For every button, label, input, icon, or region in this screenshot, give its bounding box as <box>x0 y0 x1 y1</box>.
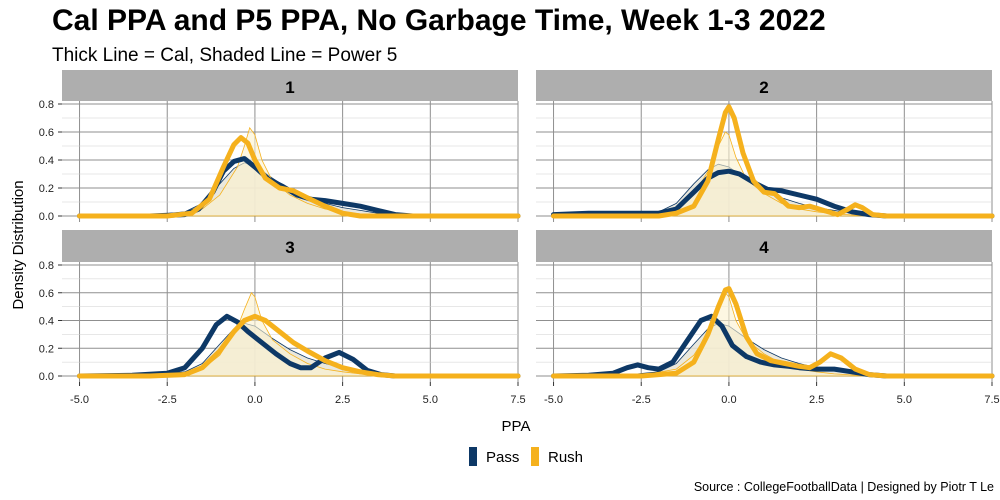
facet-strip <box>62 230 518 262</box>
cal-rush-line <box>77 135 521 219</box>
cal-rush-line <box>77 313 521 379</box>
y-tick-label: 0.6 <box>39 288 54 300</box>
x-tick-label: 0.0 <box>721 394 736 406</box>
y-tick-label: 0.4 <box>39 316 54 328</box>
facet-strip-label: 4 <box>759 238 769 257</box>
x-tick-label: 5.0 <box>897 394 912 406</box>
facet-panel-3: 3 0.0 0.2 0.4 0.6 0.8 -5.0 -2.5 0.0 2.5 5.0 7.5 <box>39 230 526 406</box>
y-tick-label: 0.2 <box>39 343 54 355</box>
chart-subtitle: Thick Line = Cal, Shaded Line = Power 5 <box>52 45 398 66</box>
y-tick-label: 0.2 <box>39 183 54 195</box>
p5-rush-density <box>79 126 518 217</box>
source-caption: Source : CollegeFootballData | Designed … <box>693 480 994 494</box>
x-tick-label: -2.5 <box>632 394 651 406</box>
cal-rush-line <box>551 286 995 379</box>
facet-panel-2: 2 <box>536 70 995 222</box>
x-tick-label: -5.0 <box>70 394 89 406</box>
x-tick-label: 2.5 <box>809 394 824 406</box>
y-tick-label: 0.4 <box>39 155 54 167</box>
facet-panel-1: 1 0.0 0.2 0.4 0.6 0.8 <box>39 70 521 223</box>
facet-strip-label: 1 <box>285 78 294 97</box>
y-tick-label: 0.0 <box>39 371 54 383</box>
facet-strip-label: 2 <box>759 78 768 97</box>
facet-strip <box>536 70 992 101</box>
facet-strip-label: 3 <box>285 238 294 257</box>
y-axis-label: Density Distribution <box>10 180 27 309</box>
facet-panel-4: 4 -5.0 -2.5 0.0 2.5 5.0 7.5 <box>536 230 1000 406</box>
legend-key-rush <box>531 447 539 466</box>
x-tick-label: 0.0 <box>247 394 262 406</box>
legend-label-pass: Pass <box>486 449 519 466</box>
legend-label-rush: Rush <box>548 449 583 466</box>
chart-title: Cal PPA and P5 PPA, No Garbage Time, Wee… <box>52 4 826 37</box>
facet-panels: 1 0.0 0.2 0.4 0.6 0.8 2 3 0.0 0.2 0.4 0.6 0.8 -5.0 -2.… <box>39 70 1000 406</box>
cal-pass-line <box>77 313 521 379</box>
x-tick-label: -2.5 <box>158 394 177 406</box>
facet-strip <box>62 70 518 101</box>
cal-pass-line <box>551 313 995 379</box>
y-tick-label: 0.8 <box>39 99 54 111</box>
x-tick-label: 7.5 <box>510 394 525 406</box>
cal-rush-line <box>551 104 995 219</box>
y-tick-label: 0.6 <box>39 127 54 139</box>
legend-key-pass <box>469 447 477 466</box>
x-tick-label: 2.5 <box>335 394 350 406</box>
x-tick-label: 5.0 <box>423 394 438 406</box>
legend: Pass Rush <box>469 447 583 466</box>
y-tick-label: 0.0 <box>39 211 54 223</box>
x-axis-label: PPA <box>502 418 531 435</box>
facet-strip <box>536 230 992 262</box>
x-tick-label: 7.5 <box>984 394 999 406</box>
y-tick-label: 0.8 <box>39 260 54 272</box>
x-tick-label: -5.0 <box>544 394 563 406</box>
